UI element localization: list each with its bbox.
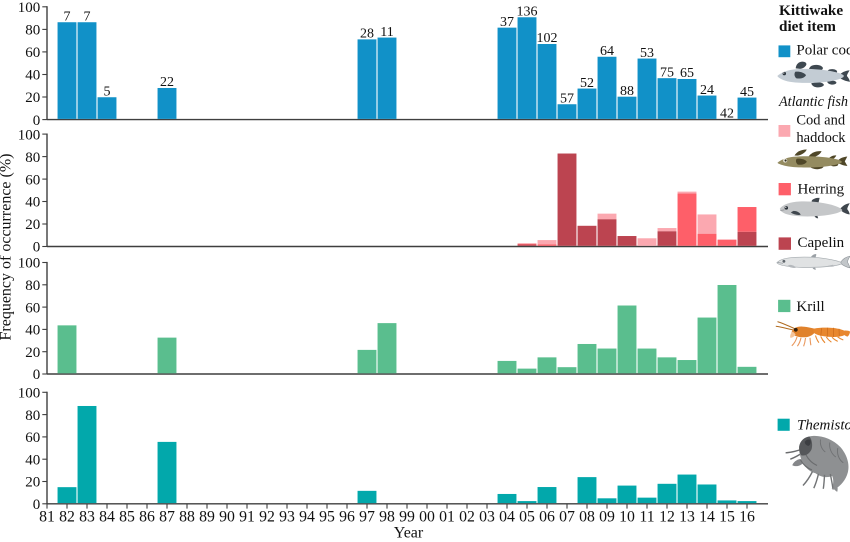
svg-text:100: 100 xyxy=(18,127,41,143)
svg-text:04: 04 xyxy=(499,508,515,525)
svg-text:100: 100 xyxy=(18,386,41,402)
svg-text:0: 0 xyxy=(33,497,41,513)
svg-text:08: 08 xyxy=(579,508,595,525)
svg-text:57: 57 xyxy=(560,91,574,106)
svg-text:11: 11 xyxy=(639,508,654,525)
svg-text:80: 80 xyxy=(25,23,40,39)
svg-text:09: 09 xyxy=(599,508,615,525)
svg-text:45: 45 xyxy=(740,85,754,100)
svg-text:01: 01 xyxy=(439,508,455,525)
svg-text:Cod and: Cod and xyxy=(796,112,845,128)
svg-text:80: 80 xyxy=(25,278,40,294)
svg-text:10: 10 xyxy=(619,508,635,525)
svg-text:0: 0 xyxy=(33,113,41,129)
svg-text:42: 42 xyxy=(720,107,734,122)
svg-text:haddock: haddock xyxy=(796,130,846,146)
svg-text:53: 53 xyxy=(640,46,654,61)
svg-text:Frequency of occurrence (%): Frequency of occurrence (%) xyxy=(0,153,15,340)
svg-text:0: 0 xyxy=(33,367,41,383)
svg-text:52: 52 xyxy=(580,76,594,91)
svg-text:12: 12 xyxy=(659,508,675,525)
svg-text:7: 7 xyxy=(84,9,91,24)
svg-text:88: 88 xyxy=(620,84,634,99)
svg-text:60: 60 xyxy=(25,45,40,61)
svg-text:Herring: Herring xyxy=(798,181,845,197)
svg-text:02: 02 xyxy=(459,508,475,525)
svg-text:40: 40 xyxy=(25,195,40,211)
svg-text:03: 03 xyxy=(479,508,495,525)
svg-text:75: 75 xyxy=(660,65,674,80)
svg-text:20: 20 xyxy=(25,90,40,106)
svg-text:90: 90 xyxy=(219,508,235,525)
svg-text:87: 87 xyxy=(159,508,175,525)
svg-text:60: 60 xyxy=(25,172,40,188)
svg-text:20: 20 xyxy=(25,475,40,491)
svg-text:97: 97 xyxy=(359,508,375,525)
svg-text:diet item: diet item xyxy=(779,18,836,35)
svg-text:00: 00 xyxy=(419,508,435,525)
svg-text:84: 84 xyxy=(99,508,115,525)
svg-text:93: 93 xyxy=(279,508,295,525)
svg-text:83: 83 xyxy=(79,508,95,525)
svg-text:7: 7 xyxy=(64,9,71,24)
svg-text:89: 89 xyxy=(199,508,215,525)
svg-text:20: 20 xyxy=(25,345,40,361)
svg-text:06: 06 xyxy=(539,508,555,525)
svg-text:85: 85 xyxy=(119,508,135,525)
svg-text:60: 60 xyxy=(25,430,40,446)
svg-text:95: 95 xyxy=(319,508,335,525)
svg-text:60: 60 xyxy=(25,300,40,316)
svg-text:99: 99 xyxy=(399,508,415,525)
svg-text:5: 5 xyxy=(104,84,111,99)
svg-text:Capelin: Capelin xyxy=(798,235,845,251)
svg-text:11: 11 xyxy=(380,25,393,40)
svg-text:64: 64 xyxy=(600,44,614,59)
svg-text:91: 91 xyxy=(239,508,255,525)
svg-text:96: 96 xyxy=(339,508,355,525)
svg-text:65: 65 xyxy=(680,66,694,81)
svg-text:86: 86 xyxy=(139,508,155,525)
svg-text:13: 13 xyxy=(679,508,695,525)
svg-text:20: 20 xyxy=(25,217,40,233)
svg-text:102: 102 xyxy=(537,31,558,46)
svg-text:15: 15 xyxy=(719,508,735,525)
svg-text:80: 80 xyxy=(25,408,40,424)
svg-text:28: 28 xyxy=(360,27,374,42)
svg-text:94: 94 xyxy=(299,508,315,525)
svg-text:Year: Year xyxy=(394,525,424,542)
svg-text:14: 14 xyxy=(699,508,715,525)
svg-text:0: 0 xyxy=(33,240,41,256)
svg-text:Polar cod: Polar cod xyxy=(796,43,850,59)
svg-text:22: 22 xyxy=(160,75,174,90)
svg-text:Atlantic fish: Atlantic fish xyxy=(778,94,848,110)
svg-text:81: 81 xyxy=(39,508,55,525)
svg-text:16: 16 xyxy=(739,508,755,525)
svg-text:05: 05 xyxy=(519,508,535,525)
svg-text:40: 40 xyxy=(25,323,40,339)
svg-text:Themisto: Themisto xyxy=(797,418,850,434)
svg-text:37: 37 xyxy=(500,15,514,30)
svg-text:98: 98 xyxy=(379,508,395,525)
svg-text:Krill: Krill xyxy=(796,299,824,315)
svg-text:40: 40 xyxy=(25,68,40,84)
svg-text:136: 136 xyxy=(517,5,538,20)
svg-text:40: 40 xyxy=(25,452,40,468)
svg-text:82: 82 xyxy=(59,508,75,525)
svg-text:100: 100 xyxy=(18,256,41,272)
svg-text:92: 92 xyxy=(259,508,275,525)
svg-text:07: 07 xyxy=(559,508,575,525)
svg-text:80: 80 xyxy=(25,150,40,166)
svg-text:88: 88 xyxy=(179,508,195,525)
svg-text:Kittiwake: Kittiwake xyxy=(779,2,843,19)
svg-text:100: 100 xyxy=(18,0,41,16)
svg-text:24: 24 xyxy=(700,83,714,98)
